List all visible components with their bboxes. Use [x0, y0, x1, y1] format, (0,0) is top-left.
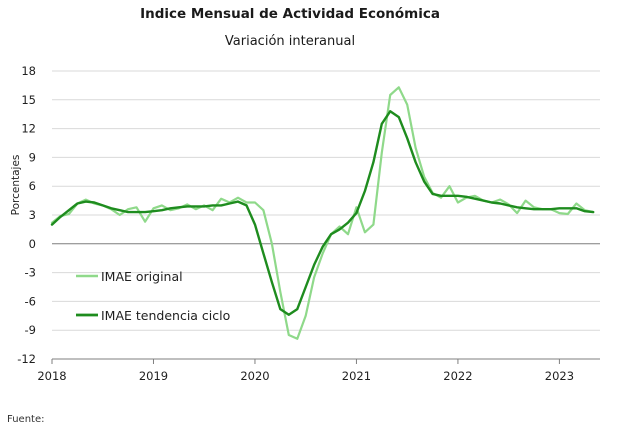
source-note: Fuente:	[7, 414, 45, 425]
chart-subtitle: Variación interanual	[224, 34, 356, 49]
series-line-original	[50, 86, 595, 340]
series-line-trend	[50, 110, 595, 316]
x-tick-label: 2023	[545, 369, 574, 383]
legend-label: IMAE tendencia ciclo	[101, 308, 230, 323]
series-lines	[50, 86, 595, 340]
x-tick-label: 2022	[443, 369, 472, 383]
y-tick-label: 15	[21, 93, 36, 107]
y-tick-label: 3	[29, 208, 36, 222]
y-tick-label: 18	[21, 64, 36, 78]
y-tick-label: -12	[17, 352, 36, 366]
legend: IMAE original IMAE tendencia ciclo	[76, 269, 230, 323]
legend-label: IMAE original	[101, 269, 183, 284]
y-tick-label: 12	[21, 122, 36, 136]
y-tick-label: -3	[25, 266, 36, 280]
y-tick-label: -6	[25, 294, 36, 308]
x-tick-label: 2021	[342, 369, 371, 383]
x-tick-label: 2020	[240, 369, 269, 383]
y-tick-label: 0	[29, 237, 36, 251]
x-tick-label: 2018	[37, 369, 66, 383]
y-tick-label: 6	[29, 179, 36, 193]
y-tick-label: -9	[25, 323, 36, 337]
chart-title: Indice Mensual de Actividad Económica	[140, 6, 440, 22]
y-tick-label: 9	[29, 150, 36, 164]
x-tick-label: 2019	[139, 369, 168, 383]
y-axis-label: Porcentajes	[10, 155, 22, 216]
